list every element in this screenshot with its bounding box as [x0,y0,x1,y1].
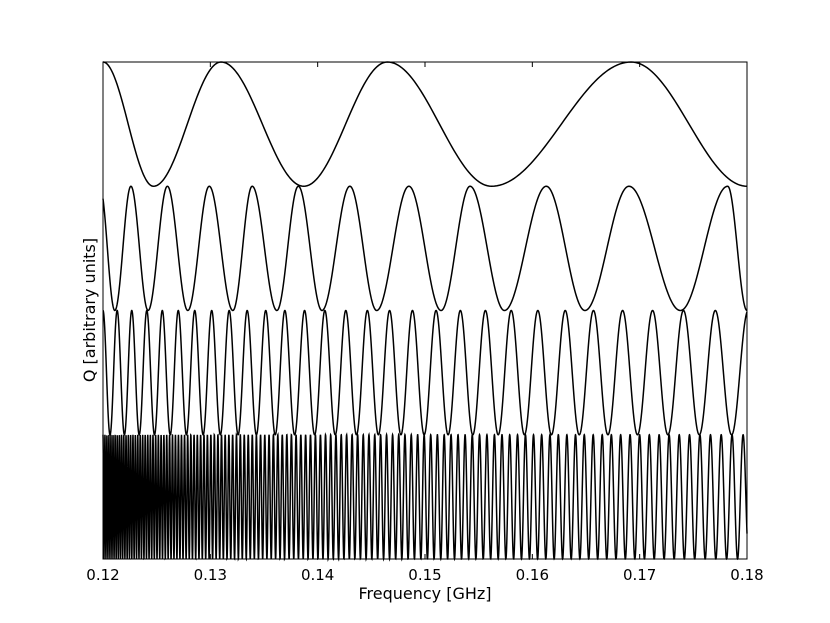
x-axis-label: Frequency [GHz] [358,584,491,603]
series-line-4 [102,431,748,562]
series-line-3 [102,309,748,436]
x-tick-label: 0.13 [194,566,227,584]
series-line-1 [102,61,748,188]
x-tick-label: 0.17 [623,566,656,584]
x-axis-ticks: 0.12 0.13 0.14 0.15 0.16 0.17 0.18 [86,62,764,584]
plot-area [102,61,748,562]
x-tick-label: 0.16 [516,566,549,584]
y-axis-label: Q [arbitrary units] [80,238,99,382]
x-tick-label: 0.14 [301,566,334,584]
x-tick-label: 0.15 [408,566,441,584]
x-tick-label: 0.18 [730,566,763,584]
x-tick-label: 0.12 [86,566,119,584]
series-line-2 [102,185,748,312]
